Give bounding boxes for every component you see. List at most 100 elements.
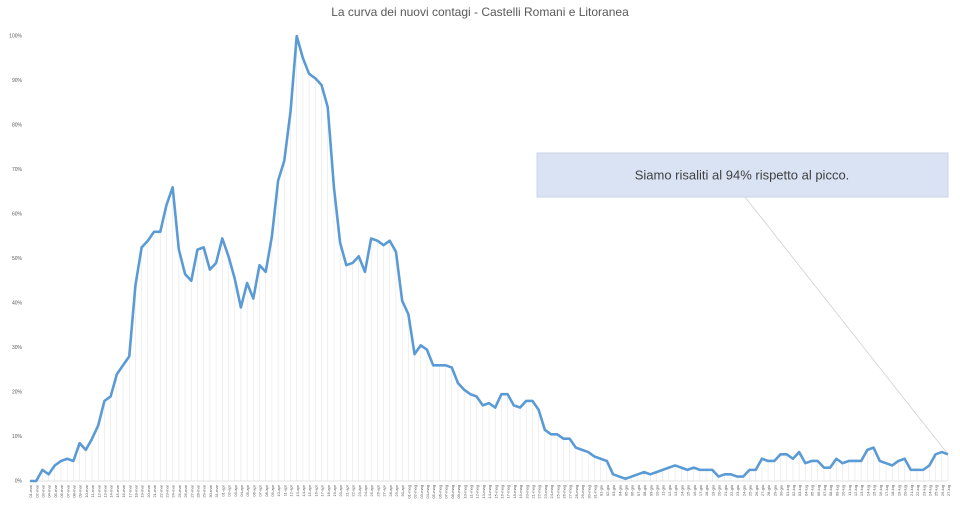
- x-tick-label: 20-mar: [146, 484, 151, 497]
- x-tick-label: 09-lug: [834, 485, 839, 496]
- x-tick-label: 10-mar: [84, 484, 89, 497]
- x-tick-label: 05-lug: [810, 485, 815, 496]
- x-tick-label: 08-mag: [450, 485, 455, 499]
- x-tick-label: 24-mag: [549, 485, 554, 499]
- x-tick-label: 17-lug: [884, 485, 889, 496]
- x-tick-label: 07-mag: [444, 485, 449, 499]
- x-tick-label: 27-giu: [760, 485, 765, 496]
- x-tick-label: 16-mar: [121, 484, 126, 497]
- x-tick-label: 06-giu: [630, 485, 635, 496]
- x-tick-label: 02-lug: [791, 485, 796, 496]
- y-tick-label: 40%: [12, 300, 23, 306]
- x-tick-label: 30-giu: [779, 485, 784, 496]
- y-tick-label: 10%: [12, 434, 23, 440]
- y-tick-label: 90%: [12, 78, 23, 84]
- x-tick-label: 13-apr: [295, 484, 300, 496]
- x-tick-label: 15-mag: [493, 485, 498, 499]
- x-tick-label: 07-apr: [258, 484, 263, 496]
- x-tick-label: 27-apr: [382, 484, 387, 496]
- x-tick-label: 01-lug: [785, 485, 790, 496]
- x-tick-label: 26-lug: [940, 485, 945, 496]
- x-tick-label: 12-giu: [667, 485, 672, 496]
- x-tick-label: 28-giu: [766, 485, 771, 496]
- y-tick-label: 30%: [12, 345, 23, 351]
- chart-title: La curva dei nuovi contagi - Castelli Ro…: [331, 5, 629, 19]
- x-tick-label: 28-mag: [574, 485, 579, 499]
- x-tick-label: 26-apr: [375, 484, 380, 496]
- y-tick-label: 100%: [9, 33, 22, 39]
- x-tick-label: 04-mar: [47, 484, 52, 497]
- x-tick-label: 12-mag: [475, 485, 480, 499]
- x-tick-label: 22-giu: [729, 485, 734, 496]
- x-tick-label: 05-mag: [431, 485, 436, 499]
- annotation-pointer: [744, 196, 949, 455]
- x-tick-label: 02-giu: [605, 485, 610, 496]
- x-tick-label: 15-lug: [872, 485, 877, 496]
- x-tick-label: 30-mar: [208, 484, 213, 497]
- x-tick-label: 25-lug: [934, 485, 939, 496]
- x-tick-label: 05-apr: [245, 484, 250, 496]
- y-tick-label: 20%: [12, 389, 23, 395]
- x-tick-label: 30-mag: [586, 485, 591, 499]
- x-tick-label: 22-mar: [158, 484, 163, 497]
- x-tick-label: 16-apr: [313, 484, 318, 496]
- x-tick-label: 18-giu: [704, 485, 709, 496]
- x-tick-label: 27-lug: [946, 485, 951, 496]
- x-tick-label: 11-mar: [90, 484, 95, 497]
- x-tick-label: 11-apr: [282, 484, 287, 496]
- x-tick-label: 01-apr: [220, 484, 225, 496]
- x-tick-label: 22-apr: [351, 484, 356, 496]
- x-tick-label: 06-mar: [59, 484, 64, 497]
- x-tick-label: 20-mag: [524, 485, 529, 499]
- x-tick-label: 29-mar: [202, 484, 207, 497]
- x-tick-label: 08-mar: [71, 484, 76, 497]
- x-tick-label: 31-mag: [593, 485, 598, 499]
- x-tick-label: 26-mag: [561, 485, 566, 499]
- x-tick-label: 04-giu: [617, 485, 622, 496]
- x-tick-label: 02-mag: [413, 485, 418, 499]
- x-tick-label: 15-apr: [307, 484, 312, 496]
- x-tick-label: 12-mar: [96, 484, 101, 497]
- x-tick-label: 23-mag: [543, 485, 548, 499]
- x-tick-label: 04-mag: [425, 485, 430, 499]
- x-tick-label: 14-mag: [487, 485, 492, 499]
- x-tick-label: 08-giu: [642, 485, 647, 496]
- x-tick-label: 09-apr: [270, 484, 275, 496]
- x-tick-label: 22-mag: [537, 485, 542, 499]
- x-tick-label: 03-giu: [611, 485, 616, 496]
- x-tick-label: 24-mar: [171, 484, 176, 497]
- x-tick-label: 18-apr: [326, 484, 331, 496]
- series-line: [30, 34, 949, 483]
- y-tick-label: 60%: [12, 211, 23, 217]
- x-tick-label: 21-lug: [909, 485, 914, 496]
- x-tick-label: 21-mar: [152, 484, 157, 497]
- x-tick-label: 12-lug: [853, 485, 858, 496]
- x-tick-label: 24-giu: [741, 485, 746, 496]
- x-tick-label: 21-apr: [344, 484, 349, 496]
- x-tick-label: 19-giu: [710, 485, 715, 496]
- x-tick-label: 25-mag: [555, 485, 560, 499]
- annotation-text: Siamo risaliti al 94% rispetto al picco.: [635, 167, 850, 182]
- x-tick-label: 09-mar: [78, 484, 83, 497]
- x-tick-label: 05-mar: [53, 484, 58, 497]
- drop-lines: [42, 36, 949, 481]
- x-tick-label: 19-apr: [332, 484, 337, 496]
- x-tick-label: 15-mar: [115, 484, 120, 497]
- x-tick-label: 07-mar: [65, 484, 70, 497]
- x-tick-label: 10-giu: [655, 485, 660, 496]
- x-tick-label: 16-lug: [878, 485, 883, 496]
- x-tick-label: 14-apr: [301, 484, 306, 496]
- x-tick-label: 10-lug: [841, 485, 846, 496]
- x-tick-label: 01-mar: [28, 484, 33, 497]
- x-tick-label: 25-mar: [177, 484, 182, 497]
- x-tick-label: 23-mar: [165, 484, 170, 497]
- y-tick-label: 0%: [15, 478, 23, 484]
- x-tick-label: 11-mag: [468, 485, 473, 498]
- y-tick-label: 50%: [12, 256, 23, 262]
- x-tick-label: 05-giu: [624, 485, 629, 496]
- x-tick-label: 06-mag: [437, 485, 442, 499]
- x-tick-label: 29-mag: [580, 485, 585, 499]
- x-tick-label: 23-lug: [921, 485, 926, 496]
- x-tick-label: 29-giu: [772, 485, 777, 496]
- x-tick-label: 31-mar: [214, 484, 219, 497]
